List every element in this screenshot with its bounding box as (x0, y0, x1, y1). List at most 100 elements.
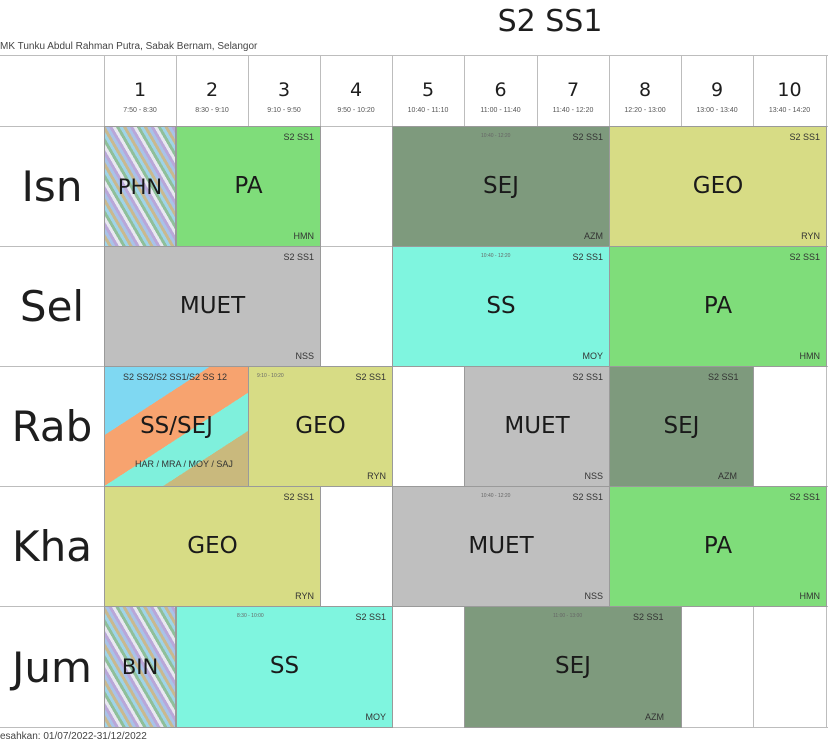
period-header-6: 6 11:00 - 11:40 (464, 55, 537, 126)
period-time: 13:00 - 13:40 (696, 107, 738, 114)
teacher-label: NSS (584, 471, 603, 481)
teacher-label: NSS (584, 591, 603, 601)
teacher-label: HMN (799, 591, 821, 601)
lesson-sel-muet[interactable]: S2 SS1 MUET NSS (104, 246, 321, 367)
class-label: S2 SS1 (633, 612, 664, 622)
time-note: 8:30 - 10:00 (237, 613, 264, 619)
class-label: S2 SS1 (789, 132, 820, 142)
period-header-7: 7 11:40 - 12:20 (537, 55, 609, 126)
teacher-label: NSS (295, 351, 314, 361)
period-time: 9:50 - 10:20 (337, 107, 375, 114)
lesson-sel-pa[interactable]: S2 SS1 PA HMN (609, 246, 827, 367)
grid-line (0, 55, 828, 56)
lesson-jum-bin[interactable]: BIN (104, 606, 176, 728)
period-header-2: 2 8:30 - 9:10 (176, 55, 248, 126)
class-label: S2 SS1 (708, 372, 739, 382)
teacher-label: AZM (718, 471, 737, 481)
subject-label: MUET (468, 533, 534, 559)
day-label-rab: Rab (11, 402, 93, 451)
subject-label: PHN (117, 175, 163, 199)
class-label: S2 SS1 (789, 252, 820, 262)
lesson-isn-sej[interactable]: 10:40 - 12:20 S2 SS1 SEJ AZM (392, 126, 610, 247)
subject-label: SEJ (483, 173, 519, 199)
lesson-rab-ss-sej[interactable]: S2 SS2/S2 SS1/S2 SS 12 SS/SEJ HAR / MRA … (104, 366, 249, 487)
period-time: 11:00 - 11:40 (480, 107, 521, 114)
period-time: 12:20 - 13:00 (624, 107, 666, 114)
lesson-kha-geo[interactable]: S2 SS1 GEO RYN (104, 486, 321, 607)
period-number: 5 (421, 79, 435, 101)
lesson-rab-sej[interactable]: S2 SS1 SEJ AZM (609, 366, 754, 487)
lesson-jum-ss[interactable]: 8:30 - 10:00 S2 SS1 SS MOY (176, 606, 393, 728)
period-header-9: 9 13:00 - 13:40 (681, 55, 753, 126)
subject-label: SEJ (555, 653, 591, 679)
class-label: S2 SS1 (283, 132, 314, 142)
period-number: 3 (277, 79, 291, 101)
period-number: 8 (638, 79, 652, 101)
teacher-label: HMN (799, 351, 821, 361)
time-note: 10:40 - 12:20 (481, 133, 511, 139)
teacher-label: MOY (365, 712, 386, 722)
subject-label: MUET (504, 413, 570, 439)
period-header-5: 5 10:40 - 11:10 (392, 55, 464, 126)
subject-label: MUET (179, 293, 246, 319)
period-number: 10 (777, 79, 802, 101)
subject-label: PA (703, 533, 733, 559)
lesson-isn-phn[interactable]: PHN (104, 126, 176, 247)
period-number: 1 (133, 79, 147, 101)
teacher-label: HMN (293, 231, 315, 241)
lesson-jum-sej[interactable]: 11:00 - 13:00 S2 SS1 SEJ AZM (464, 606, 682, 728)
subject-label: SS (269, 653, 300, 679)
period-number: 9 (710, 79, 724, 101)
class-label: S2 SS1 (572, 132, 603, 142)
class-label: S2 SS1 (572, 372, 603, 382)
period-time: 11:40 - 12:20 (552, 107, 594, 114)
school-name: MK Tunku Abdul Rahman Putra, Sabak Berna… (0, 41, 258, 52)
teacher-label: HAR / MRA / MOY / SAJ (135, 459, 233, 469)
period-time: 7:50 - 8:30 (123, 107, 157, 114)
subject-label: PA (234, 173, 263, 199)
teacher-label: MOY (582, 351, 603, 361)
lesson-rab-geo[interactable]: 9:10 - 10:20 S2 SS1 GEO RYN (248, 366, 393, 487)
teacher-label: AZM (645, 712, 664, 722)
day-label-kha: Kha (12, 522, 92, 571)
period-number: 2 (205, 79, 219, 101)
lesson-isn-geo[interactable]: S2 SS1 GEO RYN (609, 126, 827, 247)
teacher-label: RYN (367, 471, 386, 481)
lesson-rab-muet[interactable]: S2 SS1 MUET NSS (464, 366, 610, 487)
class-label: S2 SS2/S2 SS1/S2 SS 12 (123, 372, 228, 382)
lesson-kha-muet[interactable]: 10:40 - 12:20 S2 SS1 MUET NSS (392, 486, 610, 607)
class-label: S2 SS1 (283, 252, 314, 262)
class-label: S2 SS1 (283, 492, 314, 502)
day-label-jum: Jum (12, 643, 92, 692)
period-header-8: 8 12:20 - 13:00 (609, 55, 681, 126)
teacher-label: RYN (295, 591, 314, 601)
class-label: S2 SS1 (572, 492, 603, 502)
period-header-10: 10 13:40 - 14:20 (753, 55, 826, 126)
grid-line (0, 727, 828, 728)
class-label: S2 SS1 (789, 492, 820, 502)
period-time: 8:30 - 9:10 (195, 107, 229, 114)
day-label-sel: Sel (19, 282, 85, 331)
period-time: 13:40 - 14:20 (768, 107, 811, 114)
period-header-3: 3 9:10 - 9:50 (248, 55, 320, 126)
teacher-label: AZM (584, 231, 603, 241)
period-number: 4 (349, 79, 363, 101)
timetable-grid: 1 7:50 - 8:30 2 8:30 - 9:10 3 9:10 - 9:50 4… (0, 55, 828, 728)
subject-label: SEJ (663, 413, 700, 439)
time-note: 9:10 - 10:20 (257, 373, 284, 379)
period-time: 10:40 - 11:10 (407, 107, 449, 114)
period-header-4: 4 9:50 - 10:20 (320, 55, 392, 126)
lesson-kha-pa[interactable]: S2 SS1 PA HMN (609, 486, 827, 607)
subject-label: BIN (121, 655, 159, 679)
lesson-sel-ss[interactable]: 10:40 - 12:20 S2 SS1 SS MOY (392, 246, 610, 367)
class-label: S2 SS1 (355, 612, 386, 622)
class-label: S2 SS1 (355, 372, 386, 382)
time-note: 10:40 - 12:20 (481, 493, 511, 499)
subject-label: PA (703, 293, 733, 319)
grid-line (826, 55, 827, 728)
lesson-isn-pa[interactable]: S2 SS1 PA HMN (176, 126, 321, 247)
period-number: 7 (566, 79, 580, 101)
subject-label: SS/SEJ (140, 413, 213, 439)
subject-label: SS (486, 293, 516, 319)
period-time: 9:10 - 9:50 (267, 107, 301, 114)
